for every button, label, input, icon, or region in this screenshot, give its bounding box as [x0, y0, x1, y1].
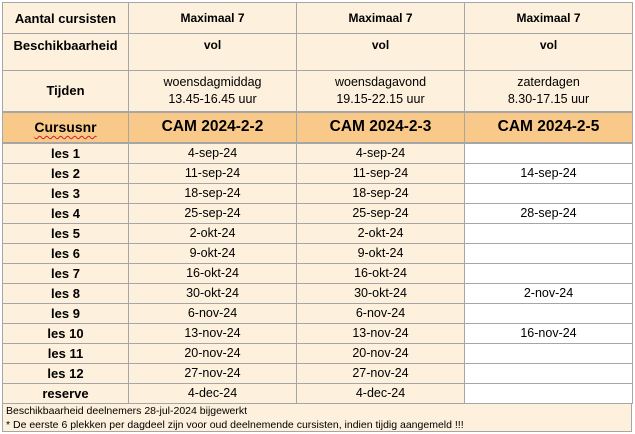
footer-note: Beschikbaarheid deelnemers 28-jul-2024 b… [2, 403, 632, 432]
lesson-date-1: 25-sep-24 [128, 202, 297, 224]
lesson-row: les 6 9-okt-24 9-okt-24 [2, 242, 633, 264]
lesson-date-1: 20-nov-24 [128, 342, 297, 364]
footer-line-2: * De eerste 6 plekken per dagdeel zijn v… [6, 418, 464, 431]
lesson-date-1: 27-nov-24 [128, 362, 297, 384]
lesson-date-2: 9-okt-24 [296, 242, 465, 264]
lesson-date-1: 6-nov-24 [128, 302, 297, 324]
lesson-date-3 [464, 142, 633, 164]
lesson-label: les 1 [2, 142, 129, 164]
lesson-label: les 4 [2, 202, 129, 224]
tijden-cell-1: woensdagmiddag 13.45-16.45 uur [128, 70, 297, 112]
lesson-row: les 5 2-okt-24 2-okt-24 [2, 222, 633, 244]
footer-line-1: Beschikbaarheid deelnemers 28-jul-2024 b… [6, 404, 248, 417]
tijden-time-2: 19.15-22.15 uur [336, 91, 425, 106]
aantal-value-1: Maximaal 7 [128, 2, 297, 34]
aantal-value-3: Maximaal 7 [464, 2, 633, 34]
lesson-label: reserve [2, 382, 129, 404]
lesson-label: les 2 [2, 162, 129, 184]
beschikbaarheid-value-3: vol [464, 33, 633, 71]
lesson-date-3 [464, 182, 633, 204]
lesson-date-2: 11-sep-24 [296, 162, 465, 184]
course-code-2: CAM 2024-2-3 [296, 110, 465, 144]
lesson-date-3 [464, 382, 633, 404]
lesson-date-1: 11-sep-24 [128, 162, 297, 184]
lesson-date-1: 18-sep-24 [128, 182, 297, 204]
tijden-day-3: zaterdagen [517, 74, 580, 89]
lesson-label: les 9 [2, 302, 129, 324]
tijden-label: Tijden [2, 70, 129, 112]
lesson-row: les 3 18-sep-24 18-sep-24 [2, 182, 633, 204]
lesson-date-2: 4-sep-24 [296, 142, 465, 164]
lesson-label: les 6 [2, 242, 129, 264]
lesson-date-2: 6-nov-24 [296, 302, 465, 324]
lesson-date-2: 30-okt-24 [296, 282, 465, 304]
course-schedule-table: Aantal cursisten Maximaal 7 Maximaal 7 M… [2, 2, 633, 404]
lesson-row: les 9 6-nov-24 6-nov-24 [2, 302, 633, 324]
lesson-date-3: 28-sep-24 [464, 202, 633, 224]
beschikbaarheid-value-1: vol [128, 33, 297, 71]
lesson-date-3 [464, 302, 633, 324]
lesson-date-1: 9-okt-24 [128, 242, 297, 264]
lesson-label: les 7 [2, 262, 129, 284]
lesson-date-3 [464, 242, 633, 264]
lesson-row: les 2 11-sep-24 11-sep-24 14-sep-24 [2, 162, 633, 184]
lesson-row: les 7 16-okt-24 16-okt-24 [2, 262, 633, 284]
lesson-date-1: 30-okt-24 [128, 282, 297, 304]
lesson-date-2: 16-okt-24 [296, 262, 465, 284]
lesson-row: les 8 30-okt-24 30-okt-24 2-nov-24 [2, 282, 633, 304]
tijden-cell-2: woensdagavond 19.15-22.15 uur [296, 70, 465, 112]
cursusnr-label-cell: Cursusnr [2, 110, 129, 144]
lesson-date-3 [464, 362, 633, 384]
lesson-label: les 12 [2, 362, 129, 384]
beschikbaarheid-row: Beschikbaarheid vol vol vol [2, 33, 633, 71]
tijden-day-1: woensdagmiddag [163, 74, 262, 89]
lesson-label: les 11 [2, 342, 129, 364]
course-code-3: CAM 2024-2-5 [464, 110, 633, 144]
lesson-date-2: 4-dec-24 [296, 382, 465, 404]
lesson-date-1: 4-dec-24 [128, 382, 297, 404]
lesson-row: les 10 13-nov-24 13-nov-24 16-nov-24 [2, 322, 633, 344]
aantal-row: Aantal cursisten Maximaal 7 Maximaal 7 M… [2, 2, 633, 34]
cursusnr-row: Cursusnr CAM 2024-2-2 CAM 2024-2-3 CAM 2… [2, 110, 633, 144]
lesson-label: les 10 [2, 322, 129, 344]
beschikbaarheid-value-2: vol [296, 33, 465, 71]
lesson-date-3: 14-sep-24 [464, 162, 633, 184]
lesson-date-1: 16-okt-24 [128, 262, 297, 284]
lesson-label: les 8 [2, 282, 129, 304]
course-code-1: CAM 2024-2-2 [128, 110, 297, 144]
tijden-time-1: 13.45-16.45 uur [168, 91, 257, 106]
lesson-row: reserve 4-dec-24 4-dec-24 [2, 382, 633, 404]
lesson-date-3 [464, 262, 633, 284]
lesson-date-2: 18-sep-24 [296, 182, 465, 204]
lesson-label: les 3 [2, 182, 129, 204]
lesson-date-1: 2-okt-24 [128, 222, 297, 244]
aantal-label: Aantal cursisten [2, 2, 129, 34]
lesson-row: les 1 4-sep-24 4-sep-24 [2, 142, 633, 164]
lesson-date-2: 20-nov-24 [296, 342, 465, 364]
cursusnr-label: Cursusnr [34, 119, 97, 135]
lesson-date-3 [464, 222, 633, 244]
aantal-value-2: Maximaal 7 [296, 2, 465, 34]
lesson-row: les 12 27-nov-24 27-nov-24 [2, 362, 633, 384]
tijden-row: Tijden woensdagmiddag 13.45-16.45 uur woe… [2, 70, 633, 112]
lesson-date-2: 13-nov-24 [296, 322, 465, 344]
beschikbaarheid-label: Beschikbaarheid [2, 33, 129, 71]
lesson-date-2: 25-sep-24 [296, 202, 465, 224]
lesson-row: les 11 20-nov-24 20-nov-24 [2, 342, 633, 364]
lesson-date-3: 2-nov-24 [464, 282, 633, 304]
lesson-date-2: 27-nov-24 [296, 362, 465, 384]
tijden-time-3: 8.30-17.15 uur [507, 91, 590, 106]
lesson-date-1: 4-sep-24 [128, 142, 297, 164]
tijden-day-2: woensdagavond [334, 74, 427, 89]
lesson-row: les 4 25-sep-24 25-sep-24 28-sep-24 [2, 202, 633, 224]
lesson-date-1: 13-nov-24 [128, 322, 297, 344]
tijden-cell-3: zaterdagen 8.30-17.15 uur [464, 70, 633, 112]
lesson-date-3 [464, 342, 633, 364]
lesson-date-3: 16-nov-24 [464, 322, 633, 344]
lesson-date-2: 2-okt-24 [296, 222, 465, 244]
lesson-label: les 5 [2, 222, 129, 244]
